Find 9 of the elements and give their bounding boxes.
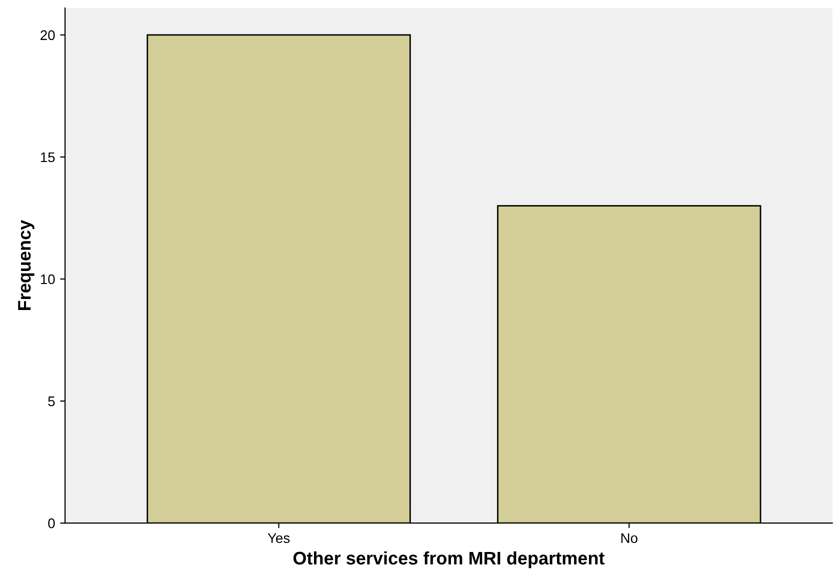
y-tick-label: 20 — [40, 30, 55, 40]
x-tick-label: Yes — [268, 533, 290, 544]
x-axis-title: Other services from MRI department — [293, 551, 605, 568]
y-tick-label: 5 — [48, 396, 55, 406]
x-tick-label: No — [621, 533, 638, 544]
y-axis-title: Frequency — [18, 220, 34, 310]
y-tick-label: 15 — [40, 152, 55, 162]
y-tick-label: 10 — [40, 274, 55, 284]
y-tick-label: 0 — [48, 518, 55, 528]
